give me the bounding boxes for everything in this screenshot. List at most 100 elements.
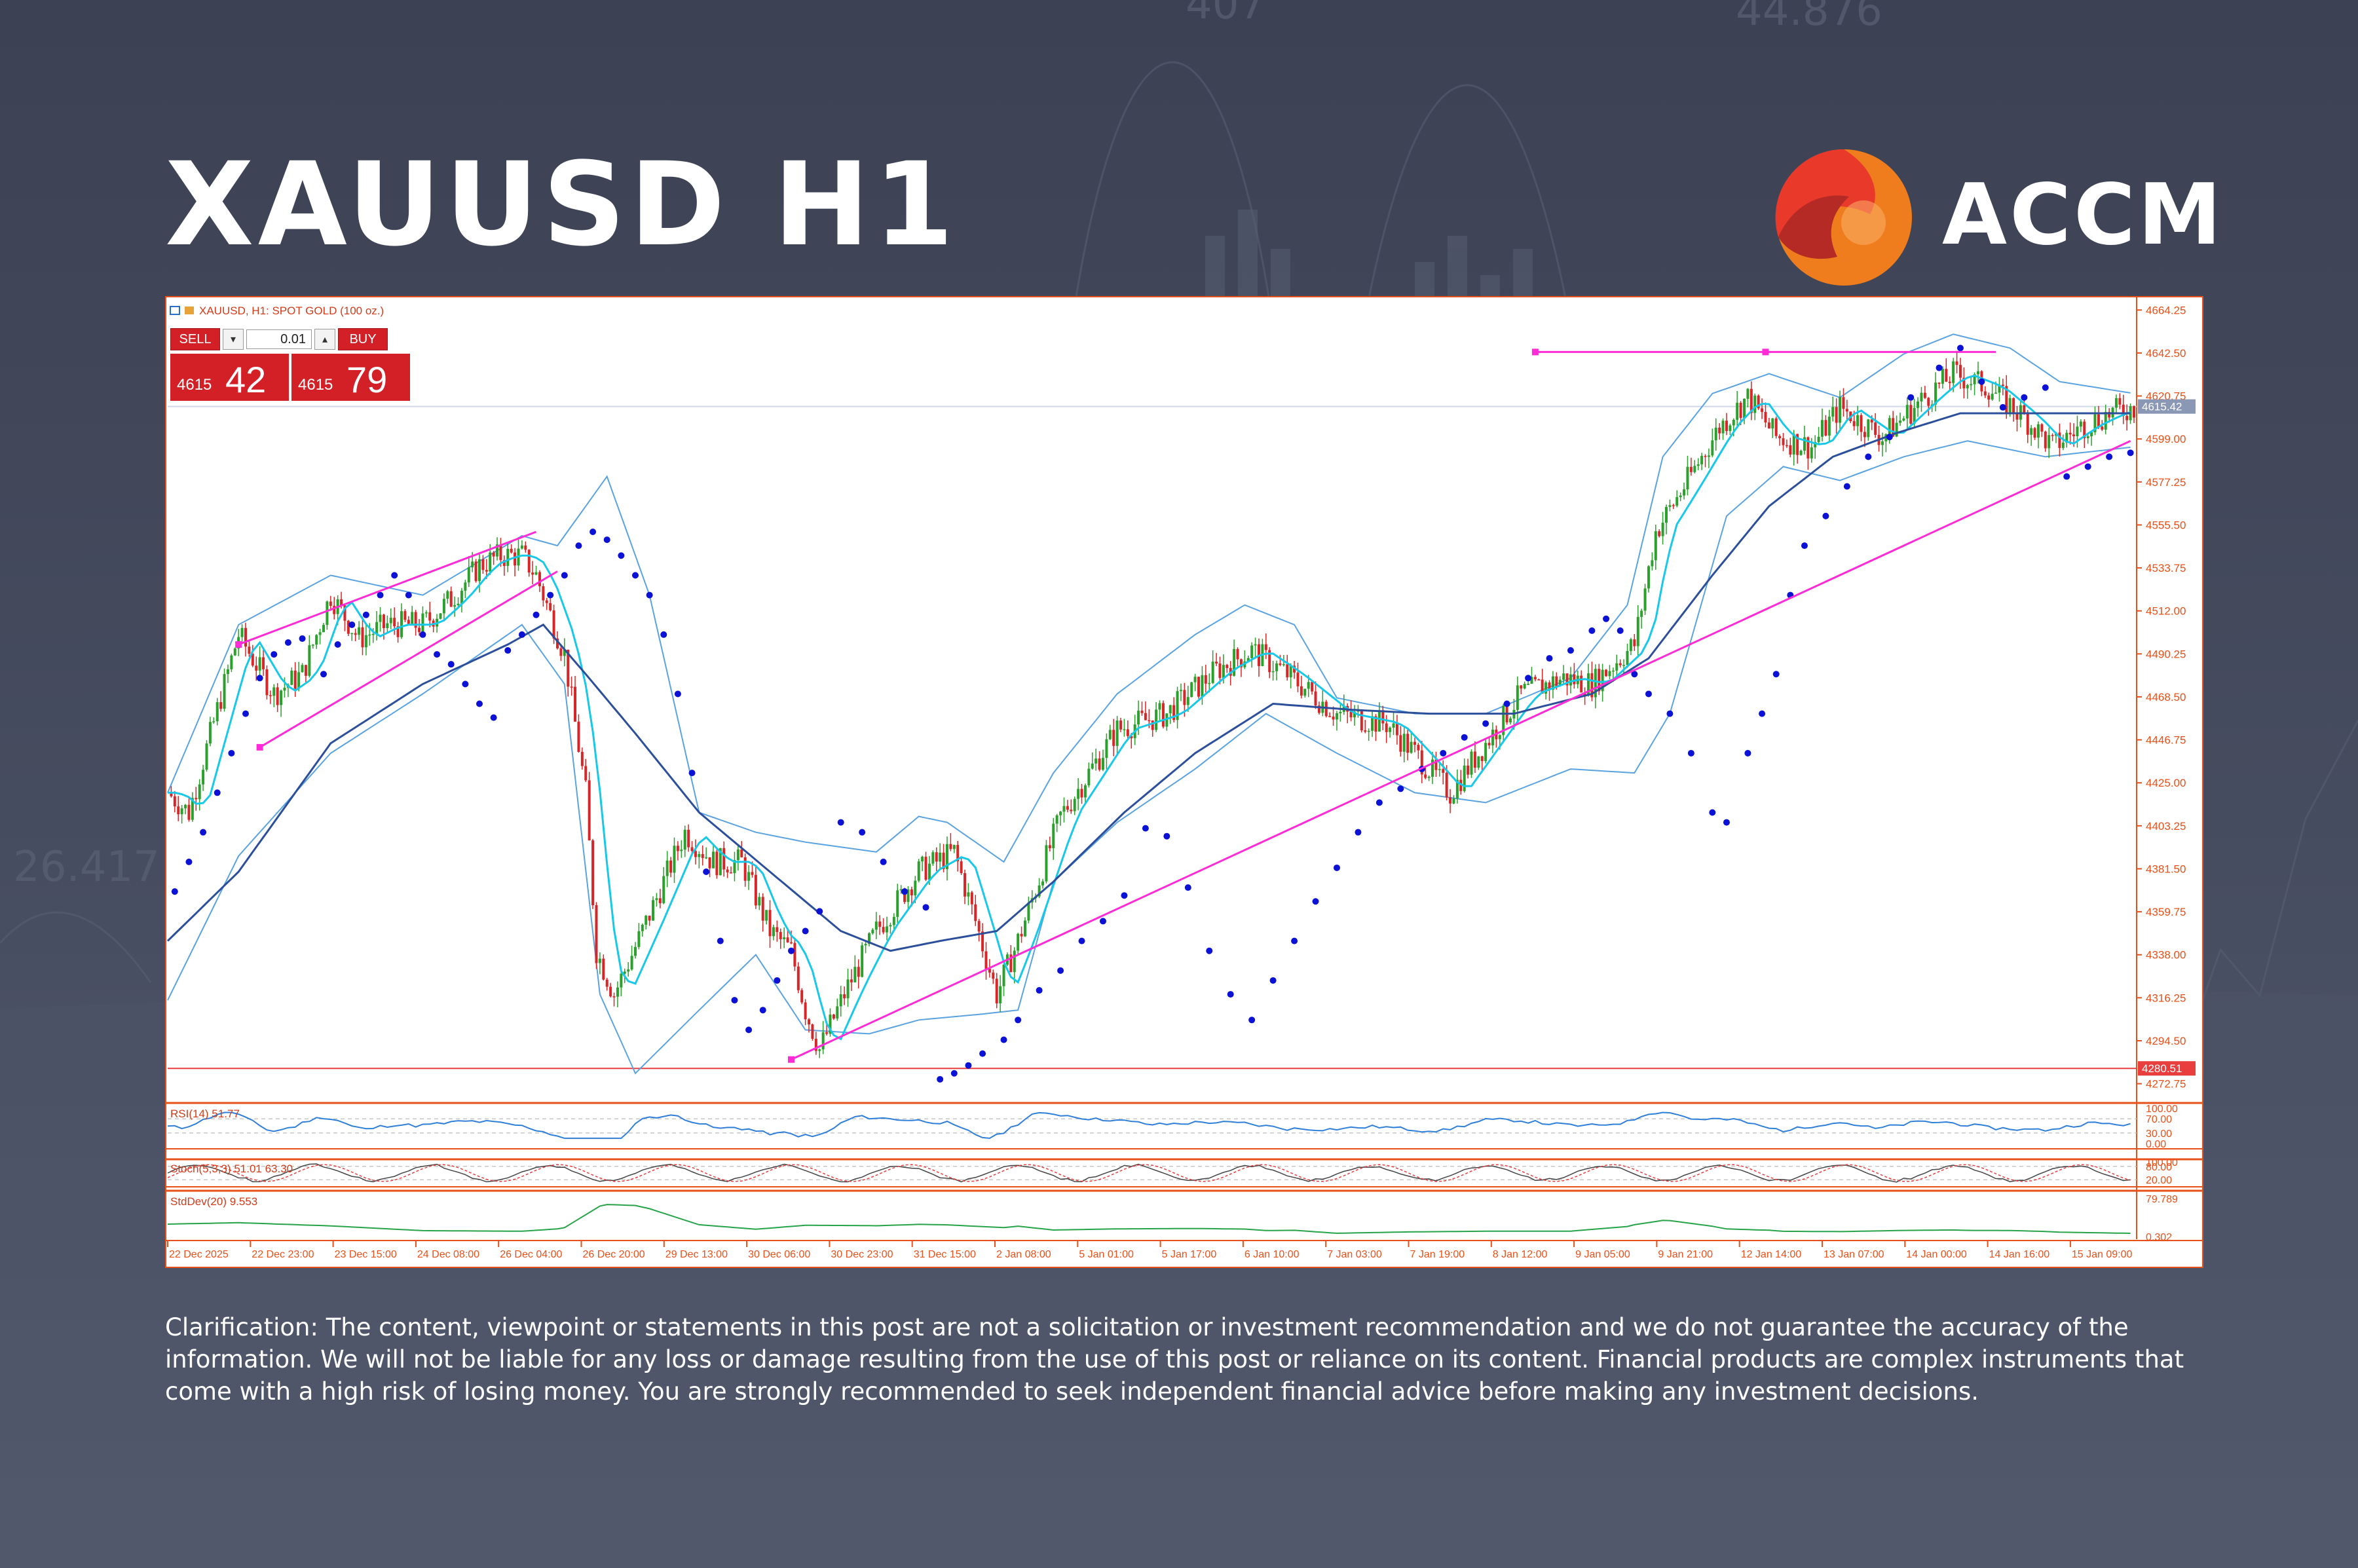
candle-body [931, 852, 935, 864]
psar-dot [922, 904, 929, 911]
candle-body [960, 861, 963, 874]
candle [1945, 358, 1948, 383]
candle-body [1424, 774, 1427, 778]
candle [768, 900, 772, 948]
candle [1169, 705, 1172, 724]
candle-body [1952, 361, 1955, 383]
candle [2079, 419, 2082, 432]
candle-body [1934, 383, 1937, 405]
candle-body [477, 559, 481, 582]
candle [1186, 686, 1189, 712]
candle-body [658, 898, 662, 904]
candle [1360, 709, 1363, 733]
y-tick-label: 4642.50 [2146, 347, 2186, 360]
candle [715, 849, 719, 879]
candle-body [226, 669, 229, 675]
candle [1438, 762, 1441, 777]
buy-button[interactable]: BUY [338, 328, 388, 350]
candle [665, 851, 669, 887]
price-chart[interactable]: XAUUSD, H1: SPOT GOLD (100 oz.) 4664.25 46… [165, 296, 2203, 1268]
candle [346, 620, 350, 637]
x-tick-label: 9 Jan 21:00 [1658, 1249, 1713, 1260]
lot-dropdown-icon[interactable]: ▾ [223, 329, 244, 350]
candle-body [761, 897, 764, 921]
candle-body [776, 927, 779, 932]
candle [1473, 741, 1476, 773]
sell-button[interactable]: SELL [170, 328, 220, 350]
candle [1696, 458, 1700, 471]
candle-body [1633, 639, 1636, 646]
bid-price[interactable]: 4615 42 [170, 354, 289, 401]
candle-body [1204, 675, 1207, 684]
candle-body [843, 994, 846, 999]
candle-body [1455, 779, 1459, 799]
trendline-anchor [235, 641, 242, 648]
candle-body [1672, 505, 1675, 506]
candle-body [1619, 663, 1622, 665]
ask-price[interactable]: 4615 79 [291, 354, 410, 401]
candle-body [1704, 456, 1707, 457]
psar-dot [1588, 627, 1596, 634]
psar-dot [320, 671, 327, 678]
lot-stepper-icon[interactable]: ▴ [314, 329, 335, 350]
psar-dot [1723, 819, 1730, 826]
candle-body [1902, 418, 1905, 421]
candle-body [215, 702, 219, 722]
candle [2118, 393, 2122, 409]
candle-body [1364, 730, 1367, 732]
psar-dot [2127, 449, 2134, 457]
candle-body [680, 849, 683, 851]
psar-dot [787, 947, 795, 954]
candle [694, 839, 697, 865]
candle-body [205, 743, 208, 770]
candle [1371, 710, 1374, 737]
candle-body [1445, 772, 1448, 798]
psar-dot [1142, 825, 1149, 832]
candle [591, 838, 595, 909]
candle [1941, 366, 1944, 389]
candle [1842, 388, 1845, 417]
candle [1743, 398, 1746, 424]
candle [2104, 404, 2107, 435]
candle-body [2036, 424, 2040, 438]
candle-body [1144, 713, 1147, 720]
candle [187, 796, 191, 822]
trendline-anchor [1531, 348, 1539, 356]
candle-body [1197, 677, 1201, 697]
candle [1746, 388, 1750, 407]
chart-window[interactable]: XAUUSD, H1: SPOT GOLD (100 oz.) 4664.25 46… [165, 296, 2203, 1268]
psar-dot [518, 631, 525, 638]
candle-body [449, 591, 453, 607]
lot-size-input[interactable]: 0.01 [246, 329, 312, 349]
psar-dot [2042, 384, 2049, 391]
candle-body [633, 946, 637, 956]
candle-body [1413, 741, 1416, 745]
ask-price-prefix: 4615 [298, 376, 333, 394]
candle [761, 893, 764, 932]
candle [1778, 434, 1782, 446]
psar-dot [1907, 394, 1915, 401]
psar-dot [1078, 937, 1085, 944]
candle-body [796, 966, 800, 990]
candle-body [389, 618, 392, 624]
candle-body [641, 924, 644, 931]
candle [1987, 392, 1991, 407]
candle-body [534, 572, 538, 575]
candle-body [1381, 710, 1385, 724]
candle [358, 621, 361, 640]
candle [453, 596, 457, 617]
psar-dot [1631, 671, 1638, 678]
candle [502, 555, 506, 576]
candle-body [1452, 798, 1455, 804]
candle [297, 662, 301, 692]
candle-body [280, 690, 283, 705]
candle [1165, 713, 1169, 731]
candle-body [620, 973, 623, 988]
candle-body [1789, 445, 1792, 455]
candle [1831, 396, 1835, 422]
candle-body [258, 657, 261, 671]
candle [1902, 416, 1905, 422]
candle [839, 986, 842, 1017]
candle-body [1544, 682, 1548, 694]
candle [272, 684, 276, 707]
